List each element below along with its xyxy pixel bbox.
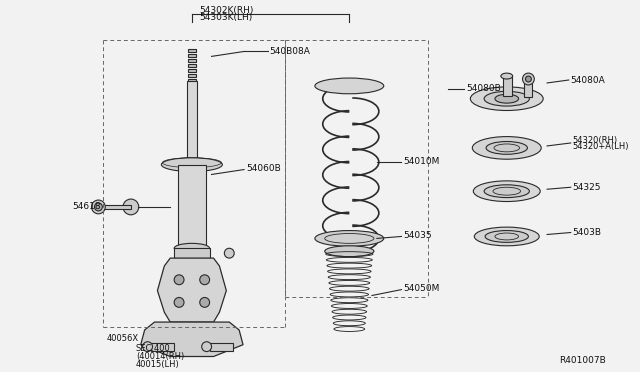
Text: 54302K(RH): 54302K(RH) — [199, 6, 253, 15]
Text: 54080B: 54080B — [467, 84, 501, 93]
Ellipse shape — [470, 87, 543, 110]
Text: 54618: 54618 — [73, 202, 101, 211]
Ellipse shape — [472, 137, 541, 159]
Text: 54320+A(LH): 54320+A(LH) — [573, 142, 629, 151]
Ellipse shape — [495, 94, 518, 103]
Circle shape — [143, 342, 152, 352]
Circle shape — [200, 298, 209, 307]
Ellipse shape — [474, 227, 540, 246]
Ellipse shape — [485, 231, 529, 243]
Bar — [188, 79, 196, 82]
Bar — [187, 81, 197, 165]
Bar — [188, 69, 196, 72]
Bar — [188, 64, 196, 67]
Text: 54035: 54035 — [403, 231, 432, 240]
Text: 54010M: 54010M — [403, 157, 440, 166]
Circle shape — [525, 76, 531, 82]
Text: 540B08A: 540B08A — [269, 47, 310, 56]
Bar — [209, 343, 233, 350]
Polygon shape — [157, 258, 227, 322]
Ellipse shape — [315, 231, 384, 246]
Text: 40056X: 40056X — [106, 334, 138, 343]
Text: 40015(LH): 40015(LH) — [136, 360, 180, 369]
Text: R401007B: R401007B — [559, 356, 605, 365]
Ellipse shape — [315, 78, 384, 94]
Circle shape — [200, 275, 209, 285]
Circle shape — [522, 73, 534, 85]
Bar — [150, 343, 174, 350]
Ellipse shape — [484, 91, 529, 106]
Text: 54303K(LH): 54303K(LH) — [200, 13, 253, 22]
Bar — [174, 248, 209, 258]
Circle shape — [202, 342, 212, 352]
Ellipse shape — [324, 246, 374, 257]
Ellipse shape — [174, 243, 209, 253]
Text: SEC.400: SEC.400 — [136, 344, 170, 353]
Bar — [188, 54, 196, 57]
Ellipse shape — [474, 181, 540, 202]
Polygon shape — [141, 322, 243, 356]
Ellipse shape — [484, 185, 529, 198]
Bar — [188, 74, 196, 77]
Text: 54325: 54325 — [573, 183, 601, 192]
Circle shape — [225, 248, 234, 258]
Bar — [188, 60, 196, 62]
Ellipse shape — [486, 141, 527, 154]
Bar — [524, 81, 532, 97]
Circle shape — [174, 298, 184, 307]
Text: 54080A: 54080A — [571, 76, 605, 84]
Circle shape — [95, 203, 102, 211]
Text: 54050M: 54050M — [403, 284, 440, 293]
Text: (40014(RH): (40014(RH) — [136, 352, 184, 361]
Circle shape — [174, 275, 184, 285]
Text: 5403B: 5403B — [573, 228, 602, 237]
Bar — [503, 76, 512, 96]
Bar — [178, 165, 205, 248]
Ellipse shape — [161, 158, 222, 171]
Text: 54060B: 54060B — [246, 164, 281, 173]
Bar — [103, 205, 131, 209]
Ellipse shape — [501, 73, 513, 79]
Circle shape — [92, 200, 106, 214]
Circle shape — [123, 199, 139, 215]
Bar — [188, 49, 196, 52]
Text: 54320(RH): 54320(RH) — [573, 135, 618, 145]
